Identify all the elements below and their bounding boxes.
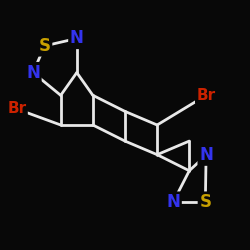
Text: Br: Br — [7, 102, 26, 116]
Text: N: N — [26, 64, 40, 82]
Text: N: N — [199, 146, 213, 164]
Text: N: N — [70, 30, 84, 48]
Text: S: S — [199, 193, 211, 211]
Text: S: S — [39, 37, 51, 55]
Text: Br: Br — [196, 88, 216, 103]
Text: N: N — [166, 193, 180, 211]
